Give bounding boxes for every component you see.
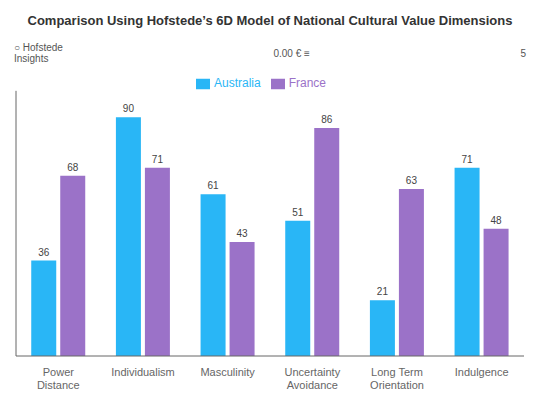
svg-text:71: 71 — [152, 154, 164, 165]
svg-text:UncertaintyAvoidance: UncertaintyAvoidance — [285, 366, 341, 391]
svg-text:Individualism: Individualism — [111, 366, 175, 378]
html-text:France: France — [288, 76, 326, 90]
svg-text:71: 71 — [462, 154, 474, 165]
html-text:5: 5 — [520, 47, 526, 59]
svg-text:36: 36 — [38, 247, 50, 258]
html-text:○ Hofstede Insights: ○ Hofstede Insights — [14, 42, 63, 64]
svg-text:PowerDistance: PowerDistance — [37, 366, 80, 391]
svg-text:Long TermOrientation: Long TermOrientation — [370, 366, 424, 391]
svg-text:43: 43 — [237, 228, 249, 239]
svg-text:21: 21 — [377, 286, 389, 297]
svg-text:90: 90 — [123, 103, 135, 114]
html-text:Comparison Using Hofstede’s 6D: Comparison Using Hofstede’s 6D Model of … — [27, 12, 513, 28]
svg-text:86: 86 — [321, 114, 333, 125]
svg-text:Indulgence: Indulgence — [455, 366, 509, 378]
svg-text:61: 61 — [208, 180, 220, 191]
svg-text:63: 63 — [406, 175, 418, 186]
html-text:Australia: Australia — [214, 76, 261, 90]
html-text:0.00 € ≡: 0.00 € ≡ — [273, 47, 310, 59]
svg-text:51: 51 — [292, 207, 304, 218]
svg-text:68: 68 — [67, 162, 79, 173]
svg-text:Masculinity: Masculinity — [200, 366, 255, 378]
svg-text:48: 48 — [491, 215, 503, 226]
